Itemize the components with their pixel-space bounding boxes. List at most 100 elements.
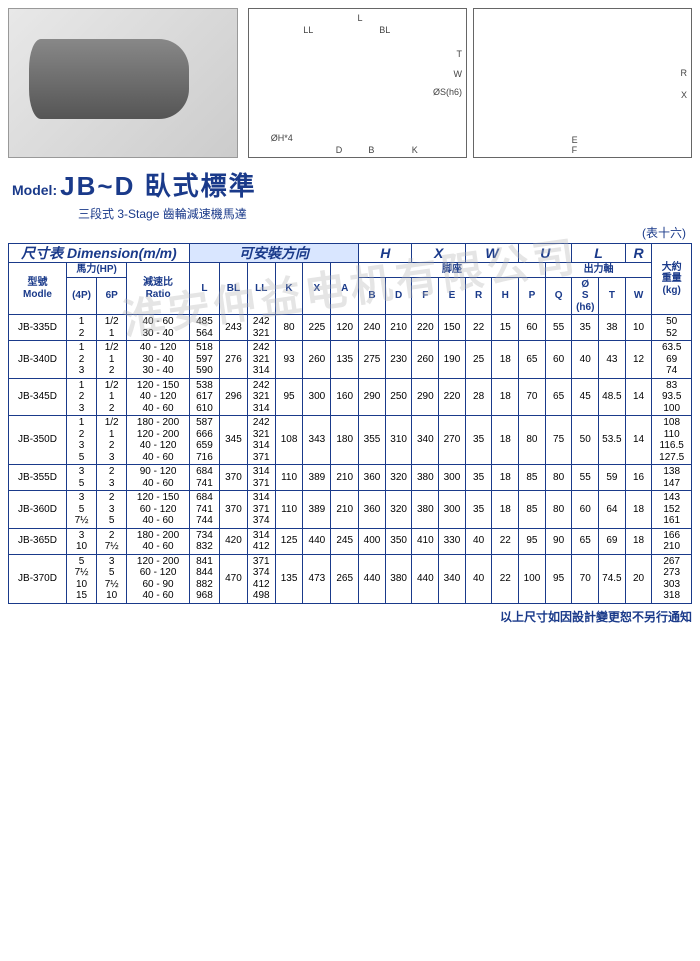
hdr-BL: BL: [220, 263, 248, 315]
cell-F: 380: [412, 491, 439, 529]
cell-D: 250: [385, 378, 412, 416]
cell-wt: 138 147: [652, 465, 692, 491]
cell-B: 400: [359, 528, 386, 554]
cell-ratio: 40 - 120 30 - 40 30 - 40: [127, 341, 190, 379]
hdr-E: E: [439, 277, 466, 315]
table-row: JB-350D1 2 3 51/2 1 2 3180 - 200 120 - 2…: [9, 416, 692, 465]
dim-label-BL: BL: [379, 25, 390, 35]
hdr-L: L: [572, 244, 625, 263]
cell-S: 40: [572, 341, 599, 379]
cell-Q: 80: [545, 465, 572, 491]
cell-LL: 242 321 314: [247, 378, 275, 416]
cell-D: 320: [385, 465, 412, 491]
cell-K: 125: [275, 528, 303, 554]
cell-P: 65: [519, 341, 546, 379]
dim-label-W: W: [454, 69, 463, 79]
cell-ratio: 120 - 200 60 - 120 60 - 90 40 - 60: [127, 554, 190, 603]
cell-H: 15: [492, 315, 519, 341]
cell-BL: 420: [220, 528, 248, 554]
hdr-W: W: [465, 244, 518, 263]
hdr-X: X: [412, 244, 465, 263]
cell-B: 360: [359, 465, 386, 491]
cell-wt: 166 210: [652, 528, 692, 554]
cell-E: 150: [439, 315, 466, 341]
cell-T: 59: [599, 465, 626, 491]
cell-Q: 55: [545, 315, 572, 341]
cell-hp4: 1 2 3: [66, 378, 96, 416]
cell-ratio: 90 - 120 40 - 60: [127, 465, 190, 491]
cell-K: 80: [275, 315, 303, 341]
cell-S: 60: [572, 491, 599, 529]
cell-P: 70: [519, 378, 546, 416]
cell-E: 330: [439, 528, 466, 554]
cell-X: 225: [303, 315, 331, 341]
cell-P: 85: [519, 465, 546, 491]
cell-B: 440: [359, 554, 386, 603]
hdr-K: K: [275, 263, 303, 315]
cell-H: 22: [492, 554, 519, 603]
cell-wt: 83 93.5 100: [652, 378, 692, 416]
cell-P: 60: [519, 315, 546, 341]
hdr-Rcol: R: [465, 277, 492, 315]
model-subtitle: 三段式 3-Stage 齒輪減速機馬達: [78, 205, 692, 222]
cell-H: 18: [492, 416, 519, 465]
cell-Q: 75: [545, 416, 572, 465]
cell-model: JB-335D: [9, 315, 67, 341]
cell-H: 18: [492, 465, 519, 491]
dim-label-K: K: [412, 145, 418, 155]
cell-A: 120: [331, 315, 359, 341]
table-body: JB-335D1 21/2 140 - 60 30 - 40485 564243…: [9, 315, 692, 604]
top-section: L LL BL ØH*4 D B K T W ØS(h6) R X E F: [8, 8, 692, 158]
cell-BL: 243: [220, 315, 248, 341]
cell-A: 265: [331, 554, 359, 603]
cell-L: 485 564: [189, 315, 219, 341]
dim-label-F: F: [572, 145, 578, 155]
hdr-install-dir: 可安裝方向: [189, 244, 358, 263]
cell-E: 220: [439, 378, 466, 416]
hdr-foot: 脚座: [359, 263, 546, 278]
cell-X: 440: [303, 528, 331, 554]
hdr-hp: 馬力(HP): [66, 263, 126, 278]
dim-label-D: D: [336, 145, 343, 155]
cell-E: 340: [439, 554, 466, 603]
cell-F: 440: [412, 554, 439, 603]
cell-R: 35: [465, 416, 492, 465]
cell-D: 210: [385, 315, 412, 341]
cell-ratio: 120 - 150 40 - 120 40 - 60: [127, 378, 190, 416]
cell-hp6: 2 3 5: [97, 491, 127, 529]
cell-A: 210: [331, 465, 359, 491]
cell-BL: 370: [220, 465, 248, 491]
cell-F: 410: [412, 528, 439, 554]
cell-K: 95: [275, 378, 303, 416]
cell-R: 22: [465, 315, 492, 341]
hdr-shaft: 出力軸: [545, 263, 652, 278]
table-row: JB-340D1 2 31/2 1 240 - 120 30 - 40 30 -…: [9, 341, 692, 379]
cell-hp6: 2 7½: [97, 528, 127, 554]
cell-H: 18: [492, 378, 519, 416]
cell-K: 110: [275, 491, 303, 529]
hdr-S: Ø S (h6): [572, 277, 599, 315]
cell-wt: 108 110 116.5 127.5: [652, 416, 692, 465]
table-row: JB-370D5 7½ 10 153 5 7½ 10120 - 200 60 -…: [9, 554, 692, 603]
cell-S: 55: [572, 465, 599, 491]
cell-hp4: 1 2: [66, 315, 96, 341]
cell-W: 18: [625, 528, 652, 554]
cell-Q: 95: [545, 554, 572, 603]
cell-wt: 143 152 161: [652, 491, 692, 529]
cell-P: 95: [519, 528, 546, 554]
cell-B: 355: [359, 416, 386, 465]
cell-F: 380: [412, 465, 439, 491]
cell-model: JB-365D: [9, 528, 67, 554]
cell-BL: 345: [220, 416, 248, 465]
hdr-A: A: [331, 263, 359, 315]
model-name: JB~D 臥式標準: [60, 171, 256, 201]
cell-wt: 50 52: [652, 315, 692, 341]
cell-E: 190: [439, 341, 466, 379]
cell-hp4: 3 5: [66, 465, 96, 491]
cell-ratio: 40 - 60 30 - 40: [127, 315, 190, 341]
cell-LL: 314 412: [247, 528, 275, 554]
cell-S: 50: [572, 416, 599, 465]
hdr-LLcol: LL: [247, 263, 275, 315]
dim-label-R: R: [681, 68, 688, 78]
cell-F: 340: [412, 416, 439, 465]
